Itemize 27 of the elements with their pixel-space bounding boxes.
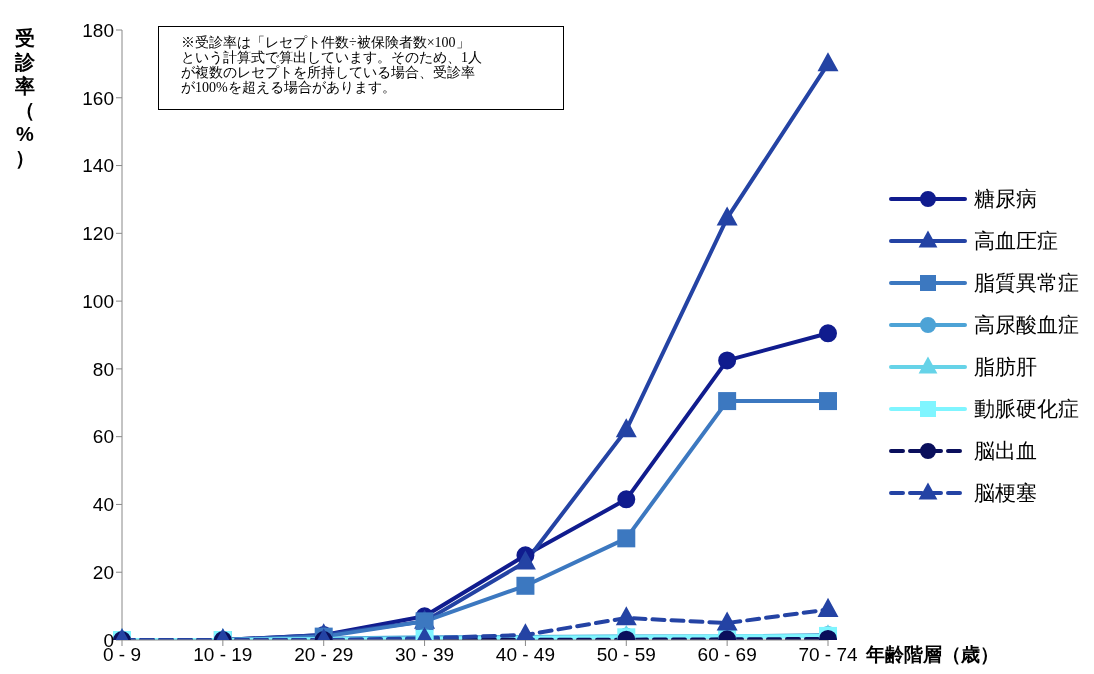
- legend-label: 高尿酸血症: [974, 312, 1079, 338]
- x-tick-label: 40 - 49: [495, 644, 556, 666]
- legend-label: 糖尿病: [974, 186, 1037, 212]
- legend-label: 高血圧症: [974, 228, 1058, 254]
- y-tick-label: 140: [82, 155, 114, 177]
- y-tick-label: 80: [92, 358, 114, 380]
- legend-label: 脂質異常症: [974, 270, 1079, 296]
- y-tick-label: 40: [92, 494, 114, 516]
- y-tick-label: 120: [82, 223, 114, 245]
- legend-label: 脳出血: [974, 438, 1037, 464]
- x-tick-label: 30 - 39: [394, 644, 455, 666]
- x-tick-label: 20 - 29: [294, 644, 354, 666]
- y-tick-label: 60: [92, 426, 114, 448]
- y-tick-label: 160: [82, 87, 114, 109]
- legend-label: 動脈硬化症: [974, 396, 1079, 422]
- y-tick-label: 20: [92, 561, 114, 583]
- x-tick-label: 50 - 59: [596, 644, 656, 666]
- y-tick-label: 180: [82, 19, 114, 41]
- x-tick-label: 10 - 19: [193, 644, 253, 666]
- y-tick-label: 100: [82, 290, 114, 312]
- x-tick-label: 60 - 69: [697, 644, 757, 666]
- annotation: ※受診率は「レセプト件数÷被保険者数×100」という計算式で算出しています。そのため、1人が複数のレセプトを所持している場合、受診率が100%を超える場合があります。: [158, 26, 564, 110]
- x-tick-label: 70 - 74: [798, 644, 859, 666]
- x-axis-title: 年齢階層（歳）: [866, 643, 999, 667]
- y-axis-title: 受診率（%）: [14, 26, 36, 170]
- legend-label: 脂肪肝: [974, 354, 1037, 380]
- legend-label: 脳梗塞: [974, 480, 1037, 506]
